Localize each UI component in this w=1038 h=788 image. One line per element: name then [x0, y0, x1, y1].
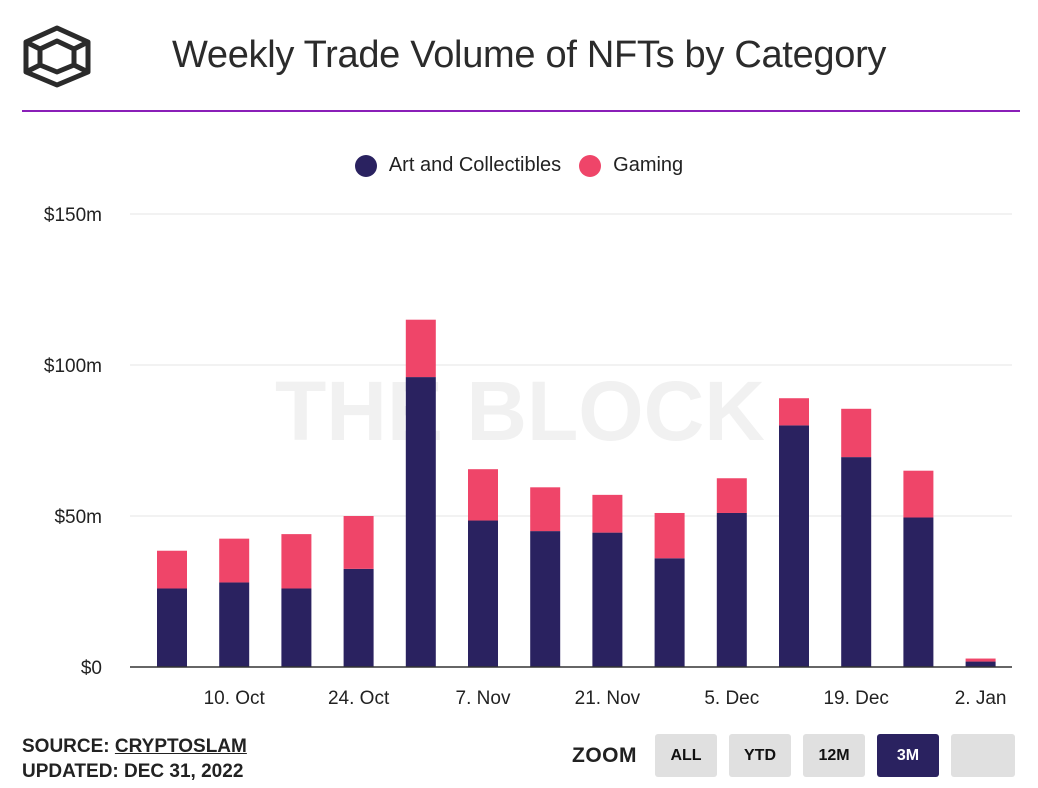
zoom-controls: ZOOM ALL YTD 12M 3M: [572, 734, 1015, 777]
y-tick-label: $0: [81, 658, 102, 679]
x-tick-label: 19. Dec: [823, 688, 888, 709]
zoom-3m-button[interactable]: 3M: [877, 734, 939, 777]
bar-gaming-10: [779, 398, 809, 426]
chart-legend: Art and Collectibles Gaming: [0, 154, 1038, 177]
zoom-12m-button[interactable]: 12M: [803, 734, 865, 777]
bar-gaming-6: [530, 487, 561, 532]
bar-art-11: [841, 457, 872, 667]
bar-gaming-2: [281, 534, 312, 589]
x-tick-label: 5. Dec: [704, 688, 759, 709]
bar-art-6: [530, 531, 561, 667]
source-prefix: SOURCE:: [22, 736, 115, 757]
bar-art-9: [716, 512, 747, 667]
bar-art-4: [405, 377, 436, 667]
source-line: SOURCE: CRYPTOSLAM: [22, 734, 247, 759]
bar-gaming-0: [157, 550, 187, 589]
updated-line: UPDATED: DEC 31, 2022: [22, 761, 244, 782]
bar-gaming-5: [468, 469, 498, 521]
bar-gaming-7: [592, 494, 623, 533]
bar-art-5: [468, 520, 498, 667]
source-link[interactable]: CRYPTOSLAM: [114, 736, 247, 757]
bar-art-0: [157, 588, 187, 667]
legend-item-art[interactable]: Art and Collectibles: [354, 154, 562, 177]
y-tick-label: $150m: [44, 205, 102, 226]
zoom-all-button[interactable]: ALL: [655, 734, 717, 777]
bar-art-8: [654, 558, 685, 667]
bar-gaming-11: [841, 408, 872, 458]
bar-art-13: [965, 661, 996, 667]
watermark: THE BLOCK: [275, 364, 765, 458]
bar-gaming-1: [219, 538, 250, 583]
zoom-label: ZOOM: [572, 743, 637, 767]
zoom-blank-button[interactable]: [951, 734, 1015, 777]
y-tick-label: $50m: [54, 507, 102, 528]
legend-label-art: Art and Collectibles: [388, 154, 562, 176]
bar-art-10: [779, 425, 809, 667]
bar-art-2: [281, 588, 312, 667]
source-info: SOURCE: CRYPTOSLAM UPDATED: DEC 31, 2022: [22, 734, 247, 784]
legend-item-gaming[interactable]: Gaming: [579, 154, 683, 177]
bar-art-12: [903, 517, 934, 667]
bar-gaming-13: [965, 658, 996, 662]
x-tick-label: 24. Oct: [328, 688, 390, 709]
bar-gaming-4: [405, 319, 436, 378]
y-tick-label: $100m: [44, 356, 102, 377]
x-tick-label: 10. Oct: [204, 688, 266, 709]
legend-label-gaming: Gaming: [613, 154, 684, 176]
bar-gaming-8: [654, 512, 685, 559]
x-tick-label: 2. Jan: [955, 688, 1007, 709]
chart-title: Weekly Trade Volume of NFTs by Category: [172, 34, 887, 76]
bar-gaming-3: [343, 516, 374, 569]
the-block-logo-icon: [23, 25, 91, 88]
title-divider: [22, 110, 1020, 112]
x-tick-label: 21. Nov: [575, 688, 641, 709]
x-tick-label: 7. Nov: [456, 688, 511, 709]
legend-dot-gaming-icon: [579, 154, 602, 177]
legend-dot-art-icon: [354, 154, 377, 177]
bar-gaming-9: [716, 478, 747, 513]
bar-gaming-12: [903, 470, 934, 518]
bar-art-1: [219, 582, 250, 667]
bar-art-7: [592, 532, 623, 667]
bar-art-3: [343, 568, 374, 667]
zoom-ytd-button[interactable]: YTD: [729, 734, 791, 777]
